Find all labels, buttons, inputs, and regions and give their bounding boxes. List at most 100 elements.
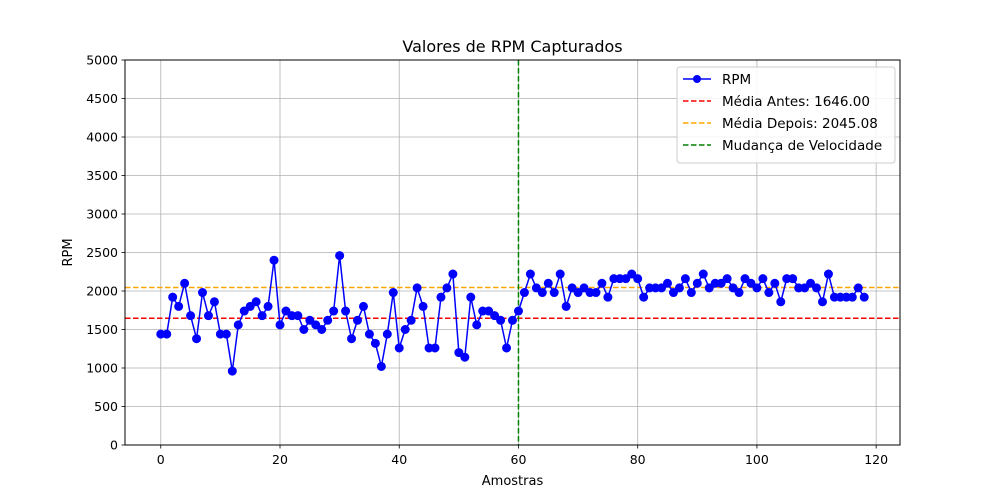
rpm-data-point bbox=[513, 306, 523, 316]
y-tick-label: 1000 bbox=[86, 361, 118, 376]
rpm-data-point bbox=[388, 288, 398, 298]
rpm-data-point bbox=[680, 274, 690, 284]
rpm-data-point bbox=[442, 283, 452, 293]
y-tick-label: 3500 bbox=[86, 168, 118, 183]
rpm-data-point bbox=[752, 283, 762, 293]
rpm-data-point bbox=[490, 311, 500, 321]
x-tick-label: 100 bbox=[745, 452, 769, 467]
rpm-data-point bbox=[770, 278, 780, 288]
rpm-data-point bbox=[567, 283, 577, 293]
y-tick-label: 500 bbox=[94, 399, 118, 414]
rpm-data-point bbox=[353, 315, 362, 325]
rpm-data-point bbox=[806, 278, 816, 288]
legend-label: Mudança de Velocidade bbox=[722, 138, 882, 154]
rpm-data-point bbox=[275, 320, 285, 330]
y-tick-label: 4500 bbox=[86, 91, 118, 106]
rpm-data-point bbox=[698, 269, 708, 279]
rpm-data-point bbox=[466, 292, 476, 302]
x-tick-label: 60 bbox=[511, 452, 527, 467]
legend: RPM Média Antes: 1646.00 Média Depois: 204… bbox=[676, 66, 896, 164]
rpm-data-point bbox=[758, 274, 768, 284]
rpm-data-point bbox=[668, 288, 678, 298]
rpm-data-point bbox=[317, 325, 327, 334]
rpm-data-point bbox=[281, 306, 291, 316]
legend-box bbox=[676, 66, 896, 164]
chart-title: Valores de RPM Capturados bbox=[402, 37, 622, 56]
rpm-data-point bbox=[591, 288, 601, 298]
rpm-data-point bbox=[502, 343, 512, 353]
legend-label: Média Depois: 2045.08 bbox=[722, 116, 878, 132]
y-axis-label: RPM bbox=[61, 238, 76, 266]
rpm-data-point bbox=[323, 315, 333, 325]
rpm-data-point bbox=[543, 278, 553, 288]
series-layer bbox=[156, 251, 869, 376]
rpm-data-point bbox=[460, 352, 470, 362]
rpm-data-point bbox=[692, 278, 702, 288]
x-tick-label: 80 bbox=[630, 452, 646, 467]
x-axis-label: Amostras bbox=[482, 474, 544, 489]
rpm-data-point bbox=[764, 288, 774, 298]
rpm-data-point bbox=[847, 292, 857, 302]
rpm-data-point bbox=[531, 283, 541, 293]
rpm-data-point bbox=[776, 297, 786, 307]
rpm-data-point bbox=[192, 334, 202, 344]
rpm-data-point bbox=[537, 288, 547, 298]
rpm-data-point bbox=[221, 329, 231, 339]
rpm-data-point bbox=[579, 283, 589, 293]
rpm-data-point bbox=[621, 274, 631, 284]
rpm-data-point bbox=[269, 255, 279, 265]
rpm-data-point bbox=[853, 283, 863, 293]
rpm-data-point bbox=[549, 288, 559, 298]
rpm-data-point bbox=[376, 361, 386, 371]
rpm-data-point bbox=[406, 315, 416, 325]
rpm-data-point bbox=[639, 292, 649, 302]
rpm-data-point bbox=[245, 301, 255, 311]
x-tick-label: 0 bbox=[157, 452, 165, 467]
rpm-data-point bbox=[382, 329, 392, 339]
rpm-data-point bbox=[508, 315, 517, 325]
rpm-data-point bbox=[627, 269, 637, 279]
legend-label: Média Antes: 1646.00 bbox=[722, 94, 870, 110]
x-tick-label: 120 bbox=[864, 452, 888, 467]
rpm-data-point bbox=[657, 283, 667, 293]
rpm-data-point bbox=[311, 320, 321, 330]
rpm-data-point bbox=[400, 325, 410, 334]
rpm-data-point bbox=[257, 311, 267, 321]
y-tick-label: 0 bbox=[110, 438, 118, 453]
rpm-data-point bbox=[448, 269, 458, 279]
rpm-data-point bbox=[519, 288, 529, 298]
rpm-data-point bbox=[329, 306, 339, 316]
rpm-data-point bbox=[573, 288, 583, 298]
rpm-data-point bbox=[686, 288, 696, 298]
rpm-data-point bbox=[430, 343, 440, 353]
rpm-data-point bbox=[740, 274, 750, 284]
rpm-data-point bbox=[162, 329, 172, 339]
y-tick-label: 3000 bbox=[86, 207, 118, 222]
rpm-data-point bbox=[722, 274, 732, 284]
rpm-data-point bbox=[788, 274, 798, 284]
rpm-data-point bbox=[818, 297, 827, 307]
y-tick-label: 5000 bbox=[86, 53, 118, 68]
rpm-data-point bbox=[370, 338, 380, 348]
rpm-data-point bbox=[347, 334, 357, 344]
rpm-data-point bbox=[704, 283, 714, 293]
rpm-data-point bbox=[364, 329, 374, 339]
y-tick-label: 1500 bbox=[86, 322, 118, 337]
rpm-data-point bbox=[418, 301, 428, 311]
rpm-data-point bbox=[263, 301, 273, 311]
ticks: 0 20 40 60 80 100 120 0 500 1000 1500 2000 2500 3000 3… bbox=[86, 53, 888, 468]
rpm-data-point bbox=[728, 283, 738, 293]
rpm-data-point bbox=[525, 269, 535, 279]
x-tick-label: 40 bbox=[391, 452, 407, 467]
rpm-data-point bbox=[812, 283, 822, 293]
rpm-data-point bbox=[341, 306, 351, 316]
rpm-data-point bbox=[436, 292, 446, 302]
rpm-data-point bbox=[168, 292, 178, 302]
rpm-data-point bbox=[358, 301, 368, 311]
rpm-data-point bbox=[746, 278, 756, 288]
rpm-data-point bbox=[800, 283, 810, 293]
rpm-data-point bbox=[174, 301, 184, 311]
rpm-data-point bbox=[484, 306, 494, 316]
rpm-data-point bbox=[198, 288, 207, 298]
